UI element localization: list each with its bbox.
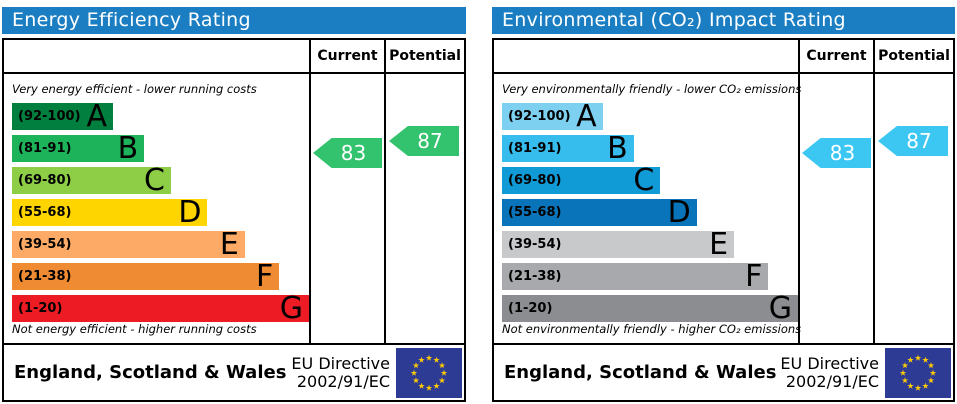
eu-flag-icon	[396, 347, 462, 398]
potential-column-header: Potential	[386, 40, 464, 72]
band-range: (69-80)	[18, 173, 72, 188]
band-a: (92-100) A	[12, 99, 113, 134]
current-value-cell: 83	[311, 74, 386, 343]
band-range: (92-100)	[508, 109, 571, 124]
band-a: (92-100) A	[502, 99, 603, 134]
band-letter: D	[667, 195, 691, 230]
bottom-note: Not energy efficient - higher running co…	[12, 322, 257, 336]
band-e: (39-54) E	[12, 227, 245, 262]
potential-rating-arrow: 87	[389, 126, 459, 156]
band-letter: C	[633, 163, 655, 198]
band-f: (21-38) F	[502, 259, 769, 294]
band-letter: F	[256, 259, 274, 294]
eu-flag-stars	[410, 354, 448, 391]
table-header-row: Current Potential	[494, 40, 953, 74]
current-label: Current	[317, 48, 378, 64]
panel-title: Environmental (CO₂) Impact Rating	[502, 9, 846, 31]
top-note: Very energy efficient - lower running co…	[12, 82, 257, 96]
panel-footer: England, Scotland & Wales EU Directive 2…	[492, 343, 955, 402]
rating-table: Current Potential Very energy efficient …	[2, 38, 466, 345]
current-rating-value: 83	[340, 141, 367, 165]
band-range: (92-100)	[18, 109, 81, 124]
potential-rating-arrow: 87	[878, 126, 948, 156]
region-label: England, Scotland & Wales	[14, 362, 287, 383]
header-spacer-cell	[494, 40, 800, 72]
panel-title: Energy Efficiency Rating	[12, 9, 251, 31]
panel-title-bar: Energy Efficiency Rating	[2, 7, 466, 34]
co2-impact-panel: Environmental (CO₂) Impact Rating Curren…	[492, 7, 955, 402]
potential-value-cell: 87	[875, 74, 953, 343]
table-body-row: Very energy efficient - lower running co…	[4, 74, 464, 343]
rating-bands: (92-100) A (81-91) B (69-80) C (55-68)	[12, 99, 309, 326]
band-range: (55-68)	[18, 205, 72, 220]
current-rating-value: 83	[829, 141, 856, 165]
band-c: (69-80) C	[502, 163, 661, 198]
eu-directive-label: EU Directive 2002/91/EC	[780, 353, 879, 391]
energy-efficiency-panel: Energy Efficiency Rating Current Potenti…	[2, 7, 466, 402]
region-label: England, Scotland & Wales	[504, 362, 777, 383]
band-range: (21-38)	[18, 269, 72, 284]
eu-flag-stars	[899, 354, 937, 391]
panel-title-bar: Environmental (CO₂) Impact Rating	[492, 7, 955, 34]
band-range: (1-20)	[18, 301, 63, 316]
bottom-note: Not environmentally friendly - higher CO…	[502, 322, 802, 336]
potential-label: Potential	[389, 48, 461, 64]
table-body-row: Very environmentally friendly - lower CO…	[494, 74, 953, 343]
band-letter: A	[86, 99, 107, 134]
band-range: (1-20)	[508, 301, 553, 316]
band-c: (69-80) C	[12, 163, 171, 198]
rating-table: Current Potential Very environmentally f…	[492, 38, 955, 345]
band-range: (81-91)	[18, 141, 72, 156]
band-range: (81-91)	[508, 141, 562, 156]
panel-footer: England, Scotland & Wales EU Directive 2…	[2, 343, 466, 402]
band-d: (55-68) D	[502, 195, 697, 230]
band-letter: E	[219, 227, 239, 262]
band-letter: G	[279, 291, 303, 326]
band-range: (55-68)	[508, 205, 562, 220]
header-spacer-cell	[4, 40, 311, 72]
band-letter: G	[768, 291, 792, 326]
eu-directive-label: EU Directive 2002/91/EC	[291, 353, 390, 391]
eu-flag-icon	[885, 347, 951, 398]
band-range: (69-80)	[508, 173, 562, 188]
band-letter: E	[709, 227, 729, 262]
band-b: (81-91) B	[502, 131, 634, 166]
band-letter: B	[607, 131, 628, 166]
rating-bands: (92-100) A (81-91) B (69-80) C (55-68)	[502, 99, 798, 326]
top-note: Very environmentally friendly - lower CO…	[502, 82, 802, 96]
band-d: (55-68) D	[12, 195, 208, 230]
current-value-cell: 83	[800, 74, 875, 343]
potential-value-cell: 87	[386, 74, 464, 343]
band-letter: D	[178, 195, 202, 230]
band-g: (1-20) G	[502, 291, 798, 326]
band-letter: B	[117, 131, 139, 166]
band-letter: A	[576, 99, 597, 134]
current-column-header: Current	[311, 40, 386, 72]
table-header-row: Current Potential	[4, 40, 464, 74]
potential-rating-value: 87	[906, 129, 932, 153]
potential-rating-value: 87	[417, 129, 443, 153]
bands-cell: Very energy efficient - lower running co…	[4, 74, 311, 343]
band-f: (21-38) F	[12, 259, 280, 294]
potential-column-header: Potential	[875, 40, 953, 72]
band-range: (21-38)	[508, 269, 562, 284]
band-range: (39-54)	[18, 237, 72, 252]
band-letter: F	[745, 259, 763, 294]
band-g: (1-20) G	[12, 291, 309, 326]
band-range: (39-54)	[508, 237, 562, 252]
current-column-header: Current	[800, 40, 875, 72]
current-rating-arrow: 83	[313, 138, 382, 168]
current-rating-arrow: 83	[802, 138, 871, 168]
band-e: (39-54) E	[502, 227, 735, 262]
bands-cell: Very environmentally friendly - lower CO…	[494, 74, 802, 343]
band-letter: C	[143, 163, 165, 198]
band-b: (81-91) B	[12, 131, 145, 166]
current-label: Current	[806, 48, 867, 64]
potential-label: Potential	[878, 48, 950, 64]
